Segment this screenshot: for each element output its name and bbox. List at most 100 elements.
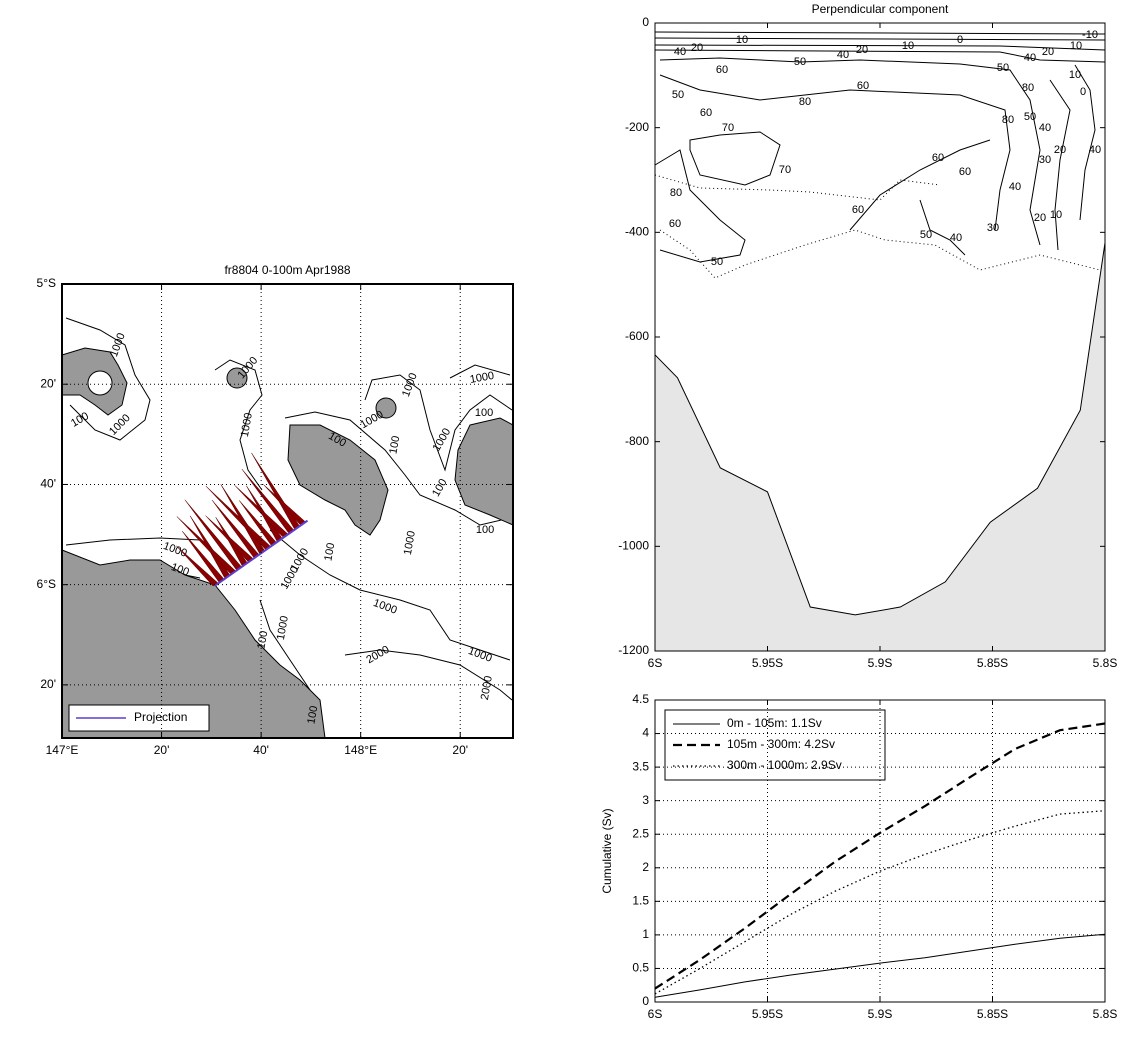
y-tick-label: 0.5 (632, 961, 649, 975)
contour-label: 20 (1054, 144, 1066, 156)
contour-label: 80 (1002, 114, 1014, 126)
land-shape (454, 417, 514, 526)
x-tick-label: 5.85S (977, 656, 1008, 670)
land-shape (287, 424, 389, 536)
y-tick-label: 40' (40, 477, 56, 491)
y-tick-label: 1 (642, 927, 649, 941)
contour-label: 10 (1069, 69, 1081, 81)
contour-label: 30 (1039, 154, 1051, 166)
lake (87, 370, 113, 396)
contour-label: 60 (852, 204, 864, 216)
contour-label: 100 (169, 561, 190, 579)
plot-frame (654, 699, 1106, 1003)
chart-title: Perpendicular component (812, 2, 949, 16)
contour-line (1049, 79, 1071, 251)
contour-line (364, 374, 513, 472)
contour-label: 1000 (239, 412, 255, 438)
contour-label: 20 (1034, 212, 1046, 224)
y-tick-label: 20' (40, 376, 56, 390)
contour-line (449, 364, 511, 379)
contour-line (659, 57, 1041, 246)
contour-label: 80 (1022, 82, 1034, 94)
x-tick-label: 20' (452, 743, 468, 757)
contour-line (654, 149, 746, 263)
legend-label: 0m - 105m: 1.1Sv (727, 716, 822, 730)
land-shape (375, 397, 397, 419)
contour-line (659, 74, 1011, 231)
y-tick-label: 6°S (37, 577, 56, 591)
series-line (654, 810, 1106, 995)
contour-label: 1000 (469, 370, 495, 386)
contour-line (654, 44, 1106, 51)
y-tick-label: 4 (642, 726, 649, 740)
chart-title: fr8804 0-100m Apr1988 (224, 263, 350, 277)
land (61, 347, 514, 739)
y-tick-label: 0 (642, 15, 649, 29)
contour-label: 40 (1089, 144, 1101, 156)
y-tick-label: -400 (625, 225, 649, 239)
contour-label: 10 (902, 40, 914, 52)
contour-label: 1000 (275, 615, 291, 641)
contour-label: 100 (255, 630, 270, 650)
land-shape (226, 367, 248, 389)
bathymetry-line (654, 242, 1106, 616)
y-tick-label: 0 (642, 994, 649, 1008)
plot-frame (61, 283, 514, 739)
contour-label: 50 (920, 229, 932, 241)
y-tick-label: 3.5 (632, 759, 649, 773)
contour-label: 60 (700, 107, 712, 119)
section-dotted (654, 174, 1101, 279)
y-tick-label: 4.5 (632, 692, 649, 706)
contour-line (654, 49, 1106, 63)
contour-line (214, 359, 263, 491)
y-tick-label: -800 (625, 434, 649, 448)
contour-label: 1000 (402, 530, 418, 556)
contour-label: 100 (305, 705, 320, 725)
x-tick-label: 5.95S (752, 656, 783, 670)
contour-line (919, 199, 966, 256)
x-tick-label: 5.95S (752, 1007, 783, 1021)
x-tick-label: 20' (154, 743, 170, 757)
x-tick-label: 40' (253, 743, 269, 757)
land-shape (61, 549, 326, 739)
y-tick-label: -1200 (618, 643, 649, 657)
x-tick-label: 6S (648, 1007, 663, 1021)
contour-label: 0 (1080, 86, 1086, 98)
x-tick-label: 5.8S (1093, 656, 1118, 670)
contour-label: 40 (1009, 181, 1021, 193)
contour-label: 0 (957, 34, 963, 46)
contour-label: 80 (670, 187, 682, 199)
contour-label: 50 (672, 89, 684, 101)
contour-label: 20 (856, 44, 868, 56)
contour-label: 50 (997, 62, 1009, 74)
y-tick-label: 1.5 (632, 894, 649, 908)
contour-label: 60 (716, 64, 728, 76)
contour-line (1074, 64, 1096, 221)
x-tick-label: 5.9S (868, 1007, 893, 1021)
contour-label: 50 (1024, 111, 1036, 123)
contour-label: 60 (959, 166, 971, 178)
contour-label: 100 (387, 435, 402, 455)
contour-label: 40 (674, 46, 686, 58)
contour-line (65, 537, 201, 546)
dotted-line (654, 174, 941, 201)
x-tick-label: 5.85S (977, 1007, 1008, 1021)
contour-line (284, 411, 511, 526)
contour-line (654, 31, 1106, 35)
contour-label: 40 (950, 232, 962, 244)
contour-label: 20 (1042, 46, 1054, 58)
bathymetry-fill (655, 242, 1105, 652)
contour-label: 30 (987, 222, 999, 234)
contour-label: 70 (722, 122, 734, 134)
y-tick-label: 20' (40, 677, 56, 691)
y-tick-label: -1000 (618, 539, 649, 553)
contour-label: 100 (476, 524, 494, 536)
contour-label: 10 (1050, 209, 1062, 221)
contour-line (654, 37, 1106, 41)
contour-label: 50 (794, 56, 806, 68)
contour-line (689, 131, 781, 186)
contour-label: 40 (837, 49, 849, 61)
x-tick-label: 148°E (344, 743, 377, 757)
